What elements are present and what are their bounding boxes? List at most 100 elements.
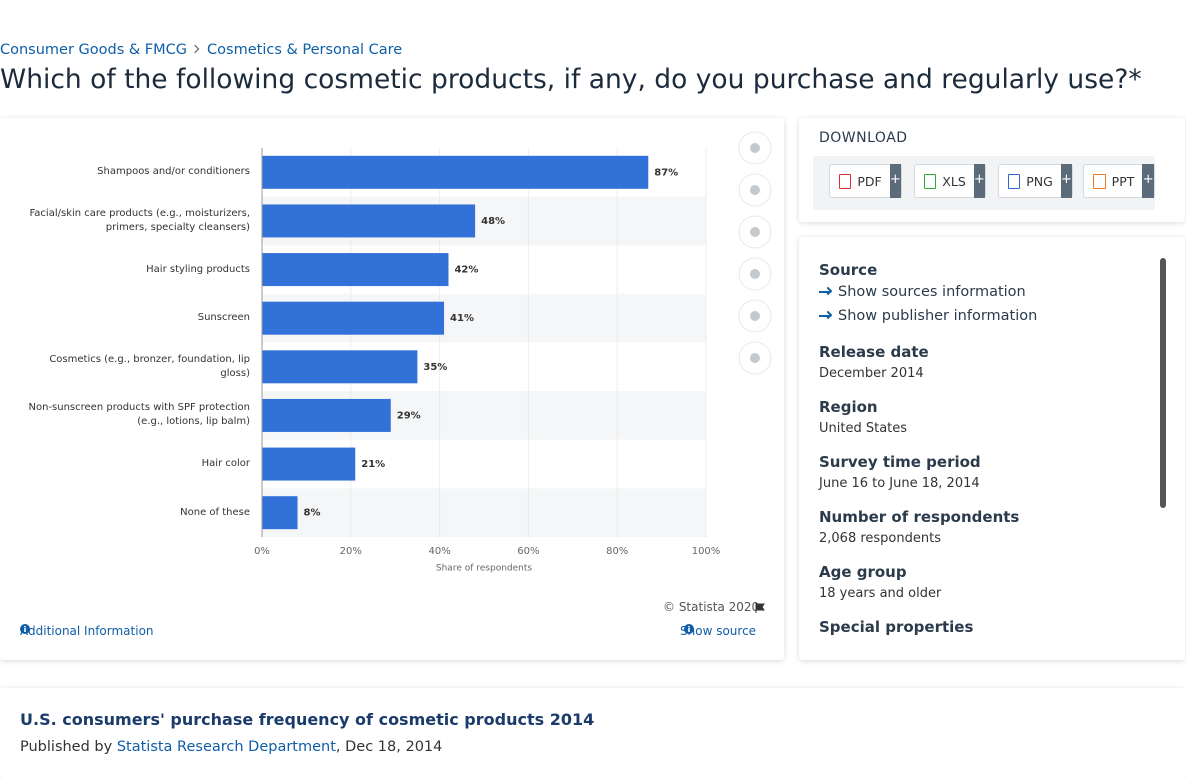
bar: [262, 301, 445, 335]
link-text: Show source: [680, 624, 757, 638]
plus-button: +: [889, 164, 901, 198]
x-tick-label: 100%: [692, 546, 721, 557]
published-by: Published by: [20, 739, 113, 755]
scrollbar[interactable]: [1160, 258, 1166, 508]
x-tick-label: 60%: [517, 546, 539, 557]
file-icon: [1093, 173, 1106, 189]
detail-value: December 2014: [819, 366, 924, 381]
bar: [262, 155, 649, 189]
toolbar-button[interactable]: [738, 299, 772, 333]
bar: [262, 253, 449, 287]
detail-value: 2,068 respondents: [819, 531, 941, 546]
flag-icon[interactable]: [754, 602, 766, 614]
value-label: 8%: [304, 508, 321, 519]
chart-card: 0% 20% 40% 60% 80% 100% Share of respondents 87…: [0, 118, 784, 660]
detail-label: Release date: [819, 343, 929, 361]
value-label: 48%: [481, 216, 505, 227]
source-heading: Source: [819, 261, 878, 279]
show-source-link[interactable]: Show source: [680, 624, 756, 638]
category-label: Cosmetics (e.g., bronzer, foundation, li…: [49, 353, 250, 379]
details-card: Source Show sources information Show pub…: [799, 237, 1185, 660]
x-tick-label: 0%: [254, 546, 270, 557]
copyright: © Statista 2020: [663, 600, 760, 614]
info-icon: [20, 624, 30, 634]
detail-value: June 16 to June 18, 2014: [819, 476, 980, 491]
bar: [262, 350, 418, 384]
download-button[interactable]: XLS +: [914, 164, 986, 198]
toolbar-button[interactable]: [738, 131, 772, 165]
published-line: Published by Statista Research Departmen…: [20, 739, 442, 755]
button-label: PNG: [1026, 173, 1053, 189]
button-label: PDF: [857, 173, 882, 189]
toolbar-button[interactable]: [738, 341, 772, 375]
info-icon: [684, 624, 694, 634]
download-buttons: PDF + XLS + PNG + PPT +: [813, 156, 1155, 210]
category-label: Shampoos and/or conditioners: [97, 166, 250, 178]
bar: [262, 398, 391, 432]
value-label: 87%: [654, 167, 678, 178]
toolbar-button[interactable]: [738, 257, 772, 291]
chevron: [190, 44, 200, 54]
detail-value: 18 years and older: [819, 586, 942, 601]
toolbar-button[interactable]: [738, 173, 772, 207]
category-label: None of these: [180, 506, 250, 518]
arrow-icon: [819, 315, 831, 317]
button-glyph: [750, 311, 760, 321]
x-tick-label: 20%: [340, 546, 362, 557]
value-label: 35%: [423, 362, 447, 373]
arrow-icon: [819, 291, 831, 293]
link-text: Additional Information: [20, 624, 154, 638]
button-label: PPT: [1111, 173, 1135, 189]
x-tick-label: 80%: [606, 546, 628, 557]
publish-date: , Dec 18, 2014: [335, 739, 443, 755]
category-label: Non-sunscreen products with SPF protecti…: [28, 402, 251, 428]
bar: [262, 496, 298, 530]
download-card: DOWNLOAD PDF + XLS + PNG + PPT +: [799, 118, 1185, 222]
publisher-link[interactable]: Statista Research Department: [116, 739, 336, 755]
download-button[interactable]: PPT +: [1083, 164, 1155, 198]
bar: [262, 204, 476, 238]
download-button[interactable]: PDF +: [829, 164, 902, 198]
page-title: Which of the following cosmetic products…: [0, 64, 1142, 95]
link-text: Show sources information: [838, 284, 1026, 300]
detail-label: Age group: [819, 563, 907, 581]
chart: 0% 20% 40% 60% 80% 100% Share of respondents 87…: [254, 148, 721, 574]
value-label: 29%: [397, 410, 421, 421]
value-label: 42%: [454, 265, 478, 276]
plus-button: +: [1142, 164, 1154, 198]
toolbar: [738, 131, 772, 375]
additional-info-link[interactable]: Additional Information: [20, 624, 154, 638]
breadcrumb-link[interactable]: Consumer Goods & FMCG: [0, 42, 188, 58]
value-label: 21%: [361, 459, 385, 470]
x-tick-label: 40%: [428, 546, 450, 557]
breadcrumb: Consumer Goods & FMCG Cosmetics & Persona…: [0, 42, 402, 58]
button-glyph: [750, 353, 760, 363]
page-body: Consumer Goods & FMCG Cosmetics & Persona…: [0, 0, 1186, 760]
detail-label: Survey time period: [819, 453, 981, 471]
download-button[interactable]: PNG +: [998, 164, 1073, 198]
plus-button: +: [1060, 164, 1072, 198]
bar: [262, 447, 356, 481]
button-glyph: [750, 143, 760, 153]
category-label: Hair styling products: [146, 263, 250, 275]
detail-label: Region: [819, 398, 878, 416]
detail-label: Number of respondents: [819, 508, 1020, 526]
toolbar-button[interactable]: [738, 215, 772, 249]
file-icon: [1008, 173, 1021, 189]
publisher-link[interactable]: Show publisher information: [819, 308, 1037, 324]
page: Statista page {"breadcrumb": ["Consumer …: [0, 0, 1186, 760]
file-icon: [839, 173, 852, 189]
category-label: Sunscreen: [197, 312, 250, 324]
detail-label: Special properties: [819, 618, 974, 636]
button-label: XLS: [942, 173, 966, 189]
button-glyph: [750, 269, 760, 279]
detail-value: United States: [819, 421, 908, 436]
x-axis-title: Share of respondents: [436, 564, 533, 574]
source-link[interactable]: Show sources information: [819, 284, 1026, 300]
category-label: Facial/skin care products (e.g., moistur…: [29, 207, 250, 233]
button-glyph: [750, 227, 760, 237]
breadcrumb-link[interactable]: Cosmetics & Personal Care: [207, 42, 403, 58]
value-label: 41%: [450, 313, 474, 324]
row-band: [262, 488, 706, 537]
bottom-heading: U.S. consumers' purchase frequency of co…: [20, 710, 595, 729]
